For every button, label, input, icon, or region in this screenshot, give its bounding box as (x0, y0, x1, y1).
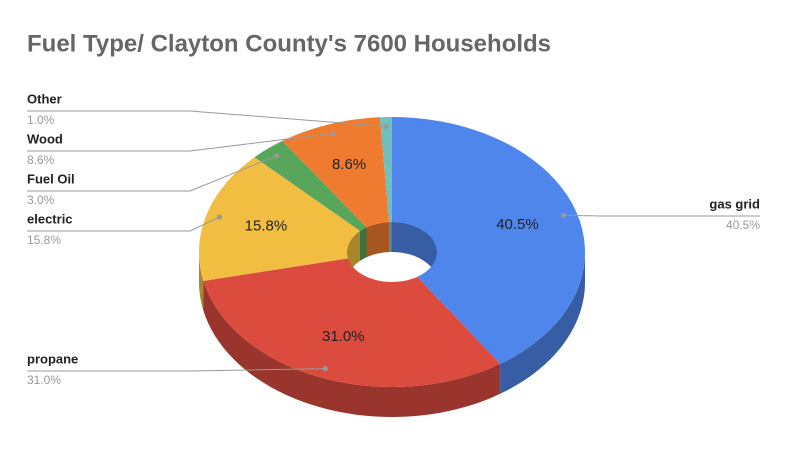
slice (379, 117, 392, 223)
slice-side (500, 252, 585, 394)
hole-wall (389, 222, 392, 253)
legend-label: gas grid (709, 196, 760, 211)
legend-label: Wood (27, 131, 63, 146)
hole-wall (366, 222, 390, 258)
slice (392, 117, 585, 364)
data-label: 31.0% (322, 328, 365, 345)
legend-value: 8.6% (27, 153, 55, 167)
callout-line (27, 155, 277, 192)
data-label: 40.5% (496, 216, 539, 233)
legend-value: 31.0% (27, 373, 61, 387)
callout-dot (383, 124, 389, 130)
legend-label: electric (27, 211, 73, 226)
slice (203, 258, 501, 387)
callout-dot (274, 153, 280, 159)
slice-side (199, 252, 204, 311)
callout-line (27, 132, 334, 152)
slice-side (203, 280, 501, 417)
legend-value: 1.0% (27, 113, 55, 127)
slice (199, 157, 360, 281)
legend-label: Other (27, 91, 62, 106)
slice (282, 117, 390, 228)
data-label: 15.8% (245, 217, 288, 234)
hole-wall (360, 227, 367, 261)
callout-line (27, 368, 326, 372)
callout-line (27, 110, 387, 128)
legend-value: 3.0% (27, 193, 55, 207)
data-label: 8.6% (332, 156, 366, 173)
callout-dot (217, 214, 223, 220)
legend-label: propane (27, 351, 78, 366)
slice (254, 140, 367, 231)
legend-value: 40.5% (726, 218, 760, 232)
legend-label: Fuel Oil (27, 171, 75, 186)
callout-dot (322, 366, 328, 372)
callout-line (27, 216, 220, 232)
callout-dot (561, 212, 567, 218)
chart-title: Fuel Type/ Clayton County's 7600 Househo… (27, 30, 551, 57)
hole-wall (392, 222, 437, 282)
callout-dot (330, 130, 336, 136)
legend-value: 15.8% (27, 233, 61, 247)
callout-line (563, 214, 760, 217)
